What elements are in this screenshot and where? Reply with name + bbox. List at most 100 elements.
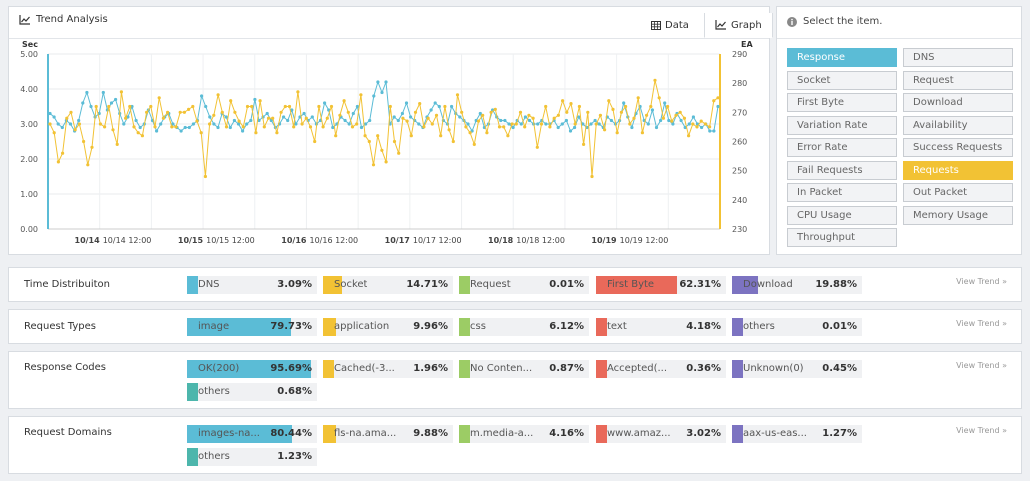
distribution-bar[interactable]: DNS 3.09% [187, 276, 317, 294]
distribution-item-percent: 0.36% [686, 363, 721, 374]
data-point-response [376, 80, 380, 84]
distribution-bar[interactable]: fls-na.ama... 9.88% [323, 425, 453, 443]
data-point-response [89, 104, 93, 109]
data-point-requests [397, 151, 401, 155]
time-distribuiton-label: Time Distribuiton [24, 279, 110, 290]
data-point-requests [149, 104, 153, 109]
data-point-response [568, 129, 573, 133]
metric-memory-usage-button[interactable]: Memory Usage [903, 205, 1013, 225]
metric-cpu-usage-button[interactable]: CPU Usage [787, 205, 897, 225]
tab-graph[interactable]: Graph [704, 13, 773, 38]
metric-request-button[interactable]: Request [903, 70, 1013, 90]
metric-first-byte-button[interactable]: First Byte [787, 93, 897, 112]
distribution-bar-fill [732, 360, 743, 378]
data-point-requests [367, 139, 371, 144]
data-point-requests [497, 125, 502, 129]
metric-dns-button[interactable]: DNS [903, 48, 1013, 67]
y-left-tick-label: 0.00 [20, 225, 38, 234]
distribution-bar[interactable]: others 0.01% [732, 318, 862, 336]
data-point-response [581, 122, 585, 126]
distribution-bar[interactable]: images-na... 80.44% [187, 425, 317, 443]
data-point-response [130, 104, 134, 109]
view-trend-link[interactable]: View Trend » [956, 319, 1007, 328]
data-point-requests [145, 110, 149, 114]
data-point-requests [687, 134, 691, 138]
distribution-item-name: image [198, 321, 230, 332]
data-point-requests [607, 99, 611, 103]
data-point-requests [384, 160, 388, 164]
data-point-requests [254, 131, 258, 135]
distribution-bar[interactable]: css 6.12% [459, 318, 589, 336]
data-point-requests [476, 119, 481, 123]
data-point-response [359, 125, 364, 130]
distribution-bar-fill [187, 425, 292, 443]
metric-requests-button[interactable]: Requests [903, 160, 1013, 180]
selector-header-text: Select the item. [803, 16, 883, 27]
distribution-bar[interactable]: others 1.23% [187, 448, 317, 466]
distribution-bar[interactable]: www.amaz... 3.02% [596, 425, 726, 443]
metric-error-rate-button[interactable]: Error Rate [787, 138, 897, 157]
metric-availability-button[interactable]: Availability [903, 115, 1013, 135]
data-point-response [232, 118, 236, 123]
distribution-bar[interactable]: No Conten... 0.87% [459, 360, 589, 378]
data-point-requests [556, 113, 561, 117]
distribution-item-name: Download [743, 279, 793, 290]
data-point-requests [350, 125, 355, 129]
distribution-bar-fill [732, 318, 743, 336]
data-point-response [700, 125, 704, 130]
distribution-bar[interactable]: m.media-a... 4.16% [459, 425, 589, 443]
request-types-label: Request Types [24, 321, 96, 332]
data-point-response [573, 125, 577, 130]
distribution-item-name: Cached(-3... [334, 363, 395, 374]
data-point-requests [195, 119, 199, 123]
data-point-requests [371, 163, 376, 167]
distribution-bar[interactable]: aax-us-eas... 1.27% [732, 425, 862, 443]
data-point-requests [455, 93, 460, 97]
data-point-requests [418, 102, 422, 106]
distribution-bar[interactable]: text 4.18% [596, 318, 726, 336]
distribution-item-name: fls-na.ama... [334, 428, 397, 439]
metric-out-packet-button[interactable]: Out Packet [903, 183, 1013, 202]
tab-data[interactable]: Data [641, 13, 699, 38]
data-point-response [577, 115, 581, 119]
distribution-bar[interactable]: Accepted(... 0.36% [596, 360, 726, 378]
y-right-tick-label: 290 [732, 50, 747, 59]
view-trend-link[interactable]: View Trend » [956, 277, 1007, 286]
metric-download-button[interactable]: Download [903, 93, 1013, 112]
distribution-bar[interactable]: Socket 14.71% [323, 276, 453, 294]
data-point-response [355, 104, 359, 109]
view-trend-link[interactable]: View Trend » [956, 361, 1007, 370]
data-point-requests [510, 122, 514, 126]
distribution-bar[interactable]: Request 0.01% [459, 276, 589, 294]
selector-divider [777, 38, 1021, 39]
metric-response-button[interactable]: Response [787, 48, 897, 67]
data-point-requests [695, 125, 699, 129]
distribution-bar[interactable]: application 9.96% [323, 318, 453, 336]
distribution-bar[interactable]: Cached(-3... 1.96% [323, 360, 453, 378]
metric-variation-rate-button[interactable]: Variation Rate [787, 115, 897, 135]
view-trend-link[interactable]: View Trend » [956, 426, 1007, 435]
data-point-response [716, 104, 720, 109]
metric-fail-requests-button[interactable]: Fail Requests [787, 160, 897, 180]
metric-success-requests-button[interactable]: Success Requests [903, 138, 1013, 157]
data-point-requests [502, 125, 506, 129]
metric-in-packet-button[interactable]: In Packet [787, 183, 897, 202]
distribution-item-percent: 9.88% [413, 428, 448, 439]
metric-throughput-button[interactable]: Throughput [787, 228, 897, 247]
data-point-response [519, 122, 523, 126]
metric-socket-button[interactable]: Socket [787, 70, 897, 90]
distribution-bar[interactable]: Unknown(0) 0.45% [732, 360, 862, 378]
data-point-requests [241, 125, 245, 129]
data-point-requests [212, 113, 216, 117]
data-point-requests [527, 113, 531, 117]
distribution-bar[interactable]: Download 19.88% [732, 276, 862, 294]
distribution-item-percent: 62.31% [679, 279, 721, 290]
distribution-bar[interactable]: image 79.73% [187, 318, 317, 336]
distribution-bar[interactable]: others 0.68% [187, 383, 317, 401]
info-icon [787, 16, 797, 27]
distribution-item-percent: 6.12% [549, 321, 584, 332]
distribution-bar[interactable]: OK(200) 95.69% [187, 360, 317, 378]
distribution-item-percent: 0.01% [549, 279, 584, 290]
data-point-requests [569, 102, 573, 106]
distribution-bar[interactable]: First Byte 62.31% [596, 276, 726, 294]
